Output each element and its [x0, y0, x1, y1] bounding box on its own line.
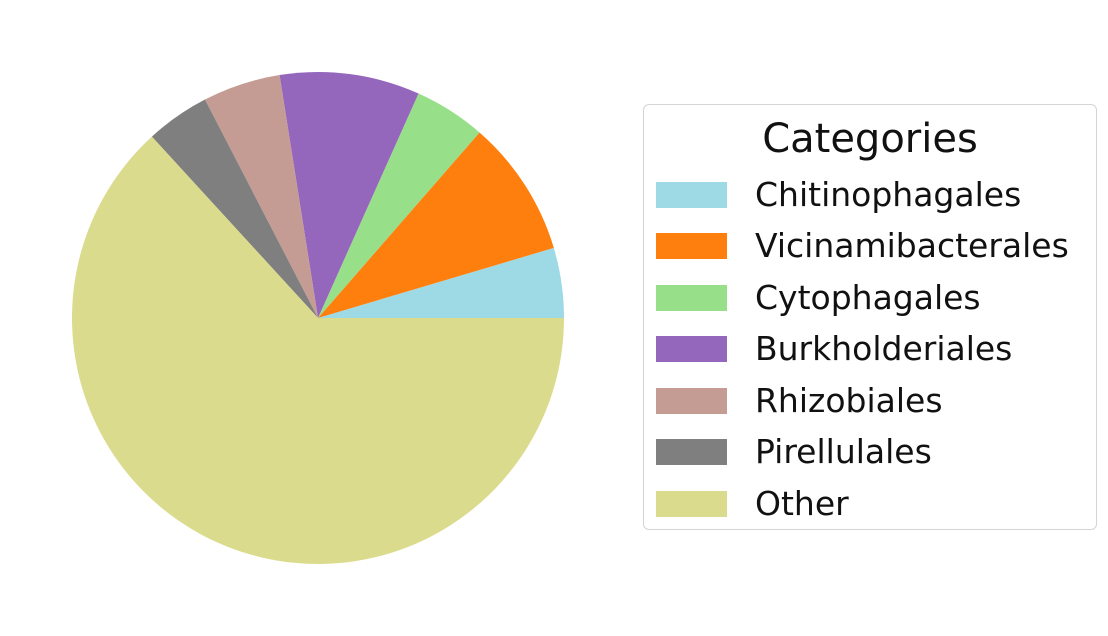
- legend-swatch: [656, 439, 727, 466]
- pie-slices: [72, 72, 565, 564]
- pie-slice-other: [72, 136, 565, 564]
- legend-item: Other: [656, 478, 1069, 530]
- legend-swatch: [656, 181, 727, 208]
- legend-label: Rhizobiales: [755, 380, 943, 420]
- legend-label: Vicinamibacterales: [755, 226, 1069, 266]
- pie-slice-rhizobiales: [204, 75, 318, 318]
- legend-item: Vicinamibacterales: [656, 221, 1069, 273]
- legend-label: Burkholderiales: [755, 329, 1013, 369]
- pie-slice-cytophagales: [318, 93, 480, 318]
- pie-slice-burkholderiales: [279, 72, 419, 318]
- legend-label: Pirellulales: [755, 432, 932, 472]
- legend-item: Rhizobiales: [656, 375, 1069, 427]
- pie-slice-pirellulales: [151, 99, 318, 318]
- legend-label: Other: [755, 483, 849, 523]
- legend-swatch: [656, 284, 727, 311]
- legend-swatch: [656, 233, 727, 260]
- legend-item: Pirellulales: [656, 427, 1069, 479]
- pie-chart: [72, 72, 565, 564]
- legend-item: Burkholderiales: [656, 324, 1069, 376]
- legend-item: Chitinophagales: [656, 169, 1069, 221]
- pie-slice-vicinamibacterales: [318, 132, 554, 318]
- legend-items: Chitinophagales Vicinamibacterales Cytop…: [656, 169, 1069, 530]
- legend-title: Categories: [762, 116, 978, 162]
- legend-item: Cytophagales: [656, 272, 1069, 324]
- legend-swatch: [656, 387, 727, 414]
- legend-label: Chitinophagales: [755, 174, 1022, 214]
- legend-label: Cytophagales: [755, 277, 981, 317]
- legend: Categories Chitinophagales Vicinamibacte…: [643, 104, 1097, 530]
- legend-swatch: [656, 490, 727, 517]
- pie-slice-chitinophagales: [318, 247, 564, 318]
- legend-swatch: [656, 336, 727, 363]
